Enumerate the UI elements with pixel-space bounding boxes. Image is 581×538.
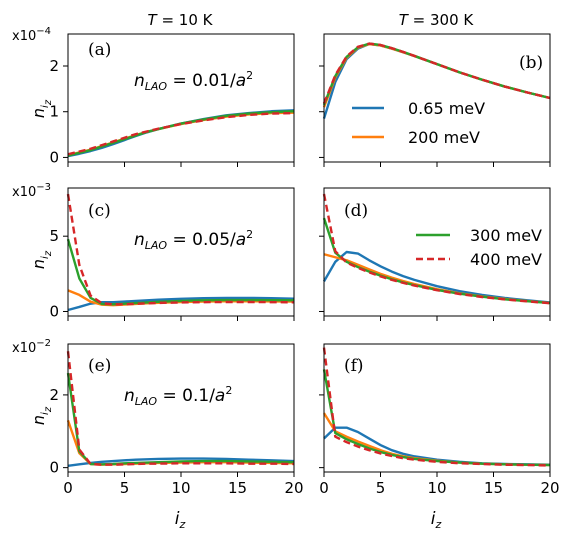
panel-a: 0 1 2 [49,33,295,167]
panel-f: 0 5 10 15 20 [319,343,560,497]
annotation-density-e: nLAO = 0.1/a2 [124,384,232,408]
row-scale-bottom: x10−2 [12,338,51,356]
y-tick-label-a: 2 [49,57,59,75]
legend-label-0-65mev: 0.65 meV [408,99,485,118]
y-tick-label-a: 1 [49,103,59,121]
annotation-density-c: nLAO = 0.05/a2 [134,228,253,252]
x-tick-label-f: 0 [319,479,329,497]
series-line-400-mev-f [322,347,551,467]
x-tick-label-f: 20 [540,479,559,497]
y-tick-label-a: 0 [49,148,59,166]
panel-label-d: (d) [344,201,368,221]
x-axis-label-right: iz [431,509,442,531]
series-line-400-mev-a [67,111,295,156]
legend-label-400mev: 400 meV [470,250,542,269]
series-line-0-65-mev-e [67,457,295,468]
x-tick-label-f: 15 [484,479,503,497]
x-tick-label-e: 5 [120,479,130,497]
panel-label-b: (b) [519,53,543,73]
panel-label-a: (a) [88,40,111,60]
legend-bottom: 300 meV 400 meV [416,226,542,269]
panel-b [319,33,551,167]
y-tick-label-e: 2 [49,386,59,404]
y-tick-label-e: 0 [49,459,59,477]
x-tick-label-f: 5 [376,479,386,497]
series-line-400-mev-e [66,351,295,466]
panel-e: 0 5 10 15 20 0 2 [49,343,304,497]
x-tick-label-e: 15 [228,479,247,497]
panel-label-c: (c) [88,201,111,221]
series-line-200-mev-b [322,42,551,108]
row-scale-middle: x10−3 [12,182,51,200]
legend-label-300mev: 300 meV [470,226,542,245]
annotation-density-a: nLAO = 0.01/a2 [134,69,253,93]
series-line-400-mev-c [66,193,295,306]
x-tick-label-e: 10 [171,479,190,497]
y-tick-label-c: 5 [49,227,59,245]
series-line-400-mev-d [322,193,551,305]
y-tick-label-c: 0 [49,302,59,320]
panel-d [319,187,551,321]
series-line-400-mev-b [322,42,551,104]
panel-c: 05 [49,187,295,321]
panel-label-e: (e) [88,356,111,376]
y-axis-label-middle: niz [29,250,54,269]
legend-top: 0.65 meV 200 meV [352,99,485,147]
y-axis-label-bottom: niz [29,406,54,425]
series-line-300-mev-b [322,42,551,106]
legend-label-200mev: 200 meV [408,128,480,147]
column-title-right: T = 300 K [399,11,475,29]
y-axis-label-top: niz [29,99,54,118]
x-axis-label-left: iz [175,509,186,531]
series-line-0-65-mev-a [67,109,295,158]
x-tick-label-f: 10 [427,479,446,497]
series-line-200-mev-f [322,412,551,467]
column-title-left: T = 10 K [148,11,214,29]
series-line-300-mev-f [322,369,551,467]
series-line-300-mev-c [66,238,295,306]
x-tick-label-e: 20 [284,479,303,497]
x-tick-label-e: 0 [63,479,73,497]
row-scale-top: x10−4 [12,26,51,44]
panel-label-f: (f) [344,356,364,376]
